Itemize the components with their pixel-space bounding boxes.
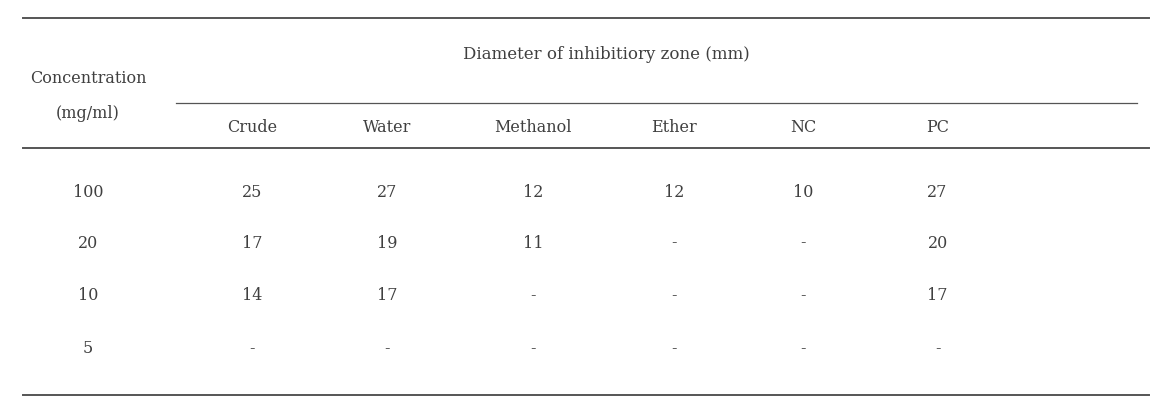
Text: Diameter of inhibitiory zone (mm): Diameter of inhibitiory zone (mm) bbox=[463, 46, 750, 63]
Text: 11: 11 bbox=[523, 234, 544, 252]
Text: -: - bbox=[531, 287, 536, 304]
Text: (mg/ml): (mg/ml) bbox=[56, 105, 120, 122]
Text: Methanol: Methanol bbox=[495, 119, 572, 136]
Text: PC: PC bbox=[926, 119, 949, 136]
Text: -: - bbox=[672, 287, 676, 304]
Text: -: - bbox=[800, 287, 805, 304]
Text: -: - bbox=[672, 340, 676, 357]
Text: 10: 10 bbox=[792, 184, 813, 201]
Text: Ether: Ether bbox=[650, 119, 697, 136]
Text: 27: 27 bbox=[376, 184, 397, 201]
Text: 20: 20 bbox=[927, 234, 948, 252]
Text: 14: 14 bbox=[241, 287, 263, 304]
Text: -: - bbox=[384, 340, 389, 357]
Text: 19: 19 bbox=[376, 234, 397, 252]
Text: 10: 10 bbox=[77, 287, 98, 304]
Text: 17: 17 bbox=[241, 234, 263, 252]
Text: 12: 12 bbox=[523, 184, 544, 201]
Text: 17: 17 bbox=[927, 287, 948, 304]
Text: 5: 5 bbox=[83, 340, 93, 357]
Text: -: - bbox=[800, 340, 805, 357]
Text: -: - bbox=[672, 234, 676, 252]
Text: -: - bbox=[935, 340, 940, 357]
Text: 20: 20 bbox=[77, 234, 98, 252]
Text: 27: 27 bbox=[927, 184, 948, 201]
Text: Concentration: Concentration bbox=[29, 70, 146, 87]
Text: Water: Water bbox=[362, 119, 411, 136]
Text: -: - bbox=[531, 340, 536, 357]
Text: -: - bbox=[800, 234, 805, 252]
Text: Crude: Crude bbox=[227, 119, 277, 136]
Text: 100: 100 bbox=[73, 184, 103, 201]
Text: -: - bbox=[250, 340, 254, 357]
Text: NC: NC bbox=[790, 119, 816, 136]
Text: 25: 25 bbox=[241, 184, 263, 201]
Text: 17: 17 bbox=[376, 287, 397, 304]
Text: 12: 12 bbox=[663, 184, 684, 201]
